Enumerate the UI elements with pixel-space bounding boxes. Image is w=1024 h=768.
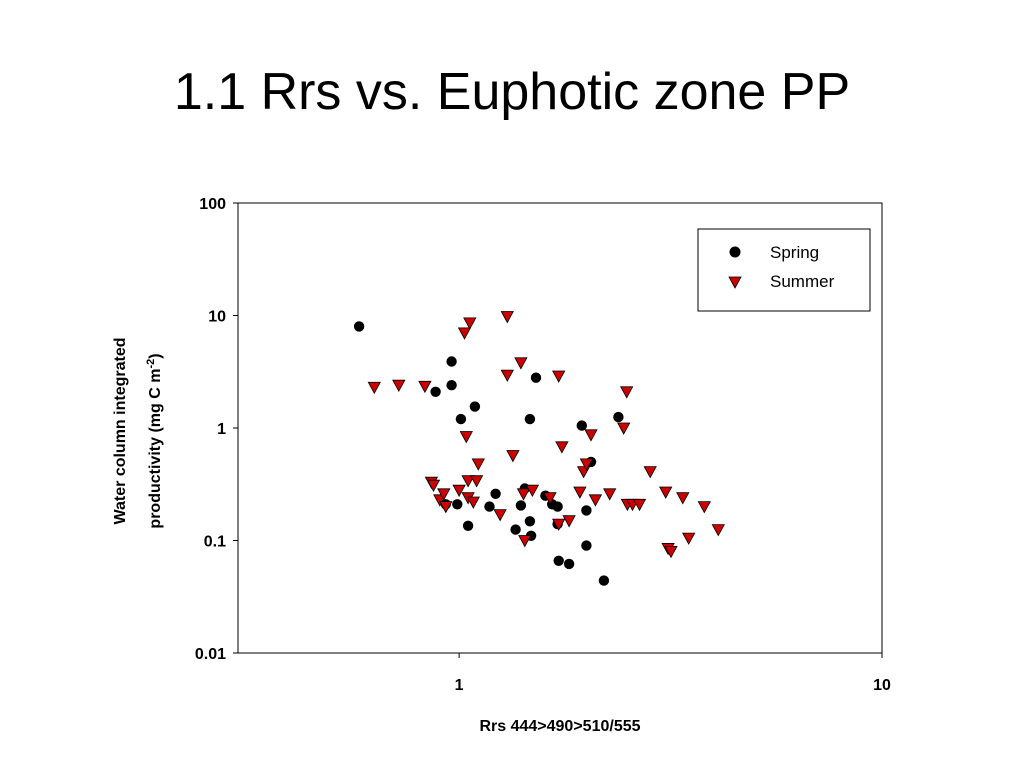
spring-point <box>469 401 481 412</box>
spring-point <box>462 520 474 531</box>
summer-point <box>543 492 557 505</box>
summer-point <box>682 532 696 545</box>
data-points <box>353 311 725 586</box>
summer-point <box>461 475 475 488</box>
spring-point <box>452 499 463 510</box>
summer-point <box>676 492 690 505</box>
spring-point <box>563 558 575 570</box>
spring-point <box>581 505 592 516</box>
summer-point <box>392 379 406 393</box>
spring-point <box>430 386 441 397</box>
x-tick-label: 10 <box>873 677 891 694</box>
summer-point <box>664 546 678 559</box>
summer-point <box>697 501 711 514</box>
summer-point <box>514 357 528 370</box>
summer-point <box>584 429 598 442</box>
y-axis-title-line2: productivity (mg C m-2) <box>145 353 164 528</box>
spring-point <box>530 372 542 383</box>
y-tick-label: 10 <box>208 309 226 326</box>
summer-point <box>518 535 532 548</box>
summer-point <box>659 486 673 499</box>
spring-point <box>598 575 610 586</box>
spring-point <box>446 380 457 391</box>
summer-point <box>552 370 566 383</box>
legend-label-summer: Summer <box>770 272 835 291</box>
spring-point <box>613 411 624 423</box>
spring-point <box>524 516 536 527</box>
y-tick-label: 0.1 <box>204 534 226 551</box>
x-tick-label: 1 <box>455 677 464 694</box>
summer-point <box>711 524 725 537</box>
slide-title: 1.1 Rrs vs. Euphotic zone PP <box>173 63 851 121</box>
y-tick-label: 100 <box>199 196 226 213</box>
spring-point <box>446 356 457 367</box>
spring-point <box>552 501 563 512</box>
spring-point <box>510 524 521 535</box>
y-axis-title: Water column integrated <box>112 338 129 525</box>
summer-point <box>418 380 432 394</box>
summer-point <box>620 386 634 399</box>
summer-point <box>506 450 520 463</box>
spring-point <box>553 555 564 566</box>
summer-point <box>576 466 591 479</box>
spring-point <box>353 321 365 332</box>
legend-box <box>697 228 871 312</box>
summer-point <box>516 488 531 501</box>
summer-point <box>426 479 441 493</box>
summer-point <box>493 509 507 522</box>
spring-point <box>484 501 495 512</box>
legend: Spring Summer <box>697 228 871 312</box>
summer-point <box>573 486 587 499</box>
y-axis-title-line2-prefix: productivity (mg C m <box>147 369 164 529</box>
spring-point <box>576 420 587 431</box>
summer-point <box>588 494 603 507</box>
summer-point <box>500 311 514 324</box>
y-axis-title-line2-suffix: ) <box>147 353 164 358</box>
y-axis-title-superscript: -2 <box>145 359 157 369</box>
spring-point <box>524 413 536 425</box>
summer-point <box>555 441 569 454</box>
summer-point <box>500 369 514 382</box>
y-tick-label: 1 <box>217 421 226 438</box>
y-axis-title-line1: Water column integrated <box>112 338 129 525</box>
summer-point <box>437 488 451 501</box>
x-axis-title: Rrs 444>490>510/555 <box>479 718 640 735</box>
summer-point <box>459 431 473 444</box>
summer-point <box>466 496 480 509</box>
summer-point <box>457 327 472 340</box>
y-tick-label: 0.01 <box>195 646 226 663</box>
summer-point <box>452 484 466 498</box>
legend-label-spring: Spring <box>770 243 819 262</box>
summer-point <box>552 518 566 531</box>
summer-point <box>525 484 540 498</box>
summer-point <box>469 475 484 488</box>
summer-point <box>579 458 594 471</box>
legend-marker-spring <box>729 246 741 258</box>
summer-point <box>562 515 576 528</box>
spring-point <box>490 488 501 499</box>
summer-point <box>439 501 453 514</box>
spring-point <box>455 413 467 425</box>
x-axis: 1 10 <box>455 653 891 694</box>
spring-point <box>581 540 592 551</box>
summer-point <box>603 488 617 501</box>
summer-point <box>471 458 485 471</box>
summer-point <box>367 381 381 395</box>
summer-point <box>617 422 631 435</box>
summer-point <box>643 466 657 479</box>
summer-point <box>463 317 477 330</box>
legend-marker-summer <box>728 276 742 289</box>
summer-point <box>632 498 647 512</box>
y-axis: 100 10 1 0.1 0.01 <box>195 196 238 663</box>
spring-point <box>515 500 527 511</box>
